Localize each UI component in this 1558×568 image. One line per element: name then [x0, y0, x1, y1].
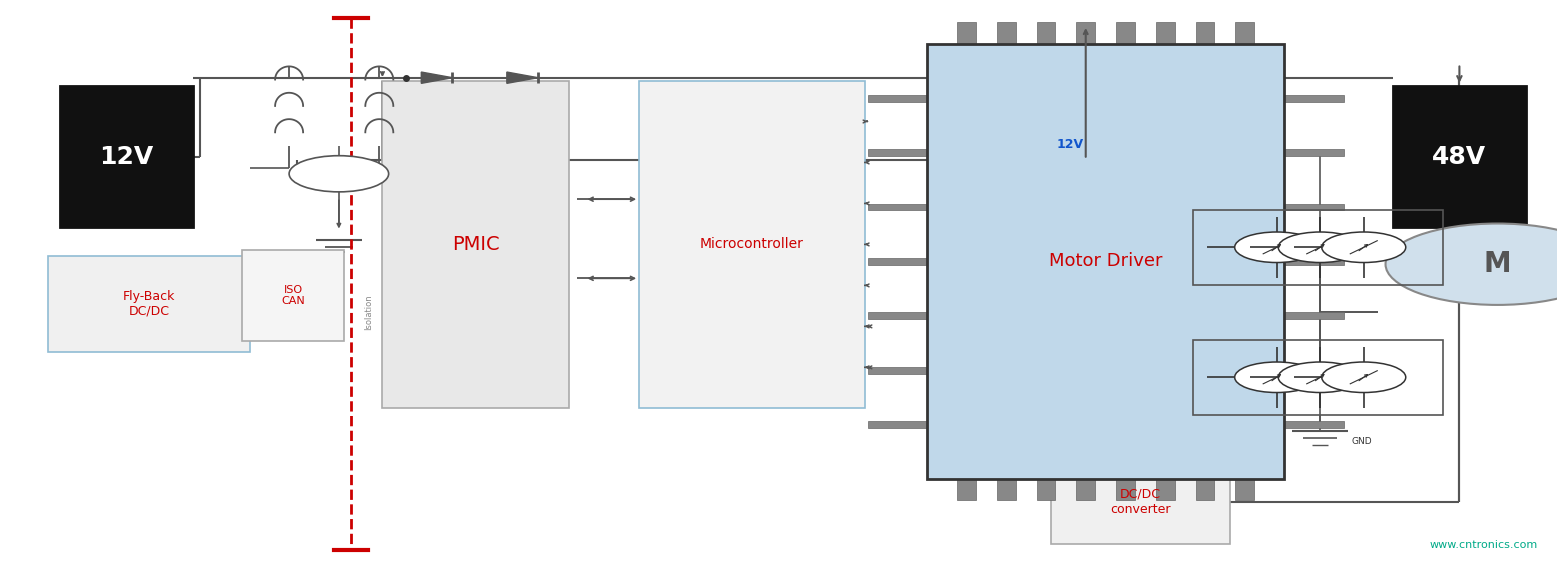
FancyBboxPatch shape: [1036, 22, 1055, 44]
Text: 12V: 12V: [100, 145, 154, 169]
Text: M: M: [1483, 250, 1511, 278]
FancyBboxPatch shape: [1077, 479, 1095, 500]
FancyBboxPatch shape: [957, 22, 975, 44]
FancyBboxPatch shape: [1284, 367, 1343, 374]
Text: GND: GND: [1351, 437, 1373, 446]
Text: 12V: 12V: [1056, 138, 1084, 151]
FancyBboxPatch shape: [1284, 95, 1343, 102]
Circle shape: [1278, 232, 1362, 262]
FancyBboxPatch shape: [243, 250, 343, 341]
Text: www.cntronics.com: www.cntronics.com: [1430, 540, 1538, 550]
FancyBboxPatch shape: [997, 479, 1016, 500]
FancyBboxPatch shape: [639, 81, 865, 408]
FancyBboxPatch shape: [48, 256, 251, 352]
FancyBboxPatch shape: [1036, 479, 1055, 500]
Circle shape: [1234, 232, 1318, 262]
Circle shape: [1278, 362, 1362, 392]
Text: Fly-Back
DC/DC: Fly-Back DC/DC: [123, 290, 176, 318]
FancyBboxPatch shape: [1116, 22, 1134, 44]
FancyBboxPatch shape: [1393, 86, 1525, 227]
Text: Microcontroller: Microcontroller: [700, 237, 804, 252]
Polygon shape: [421, 72, 452, 83]
FancyBboxPatch shape: [1195, 22, 1214, 44]
Text: Isolation: Isolation: [363, 294, 372, 330]
FancyBboxPatch shape: [1284, 258, 1343, 265]
Circle shape: [1234, 362, 1318, 392]
FancyBboxPatch shape: [61, 86, 193, 227]
FancyBboxPatch shape: [868, 367, 927, 374]
Circle shape: [1321, 232, 1405, 262]
FancyBboxPatch shape: [868, 312, 927, 319]
FancyBboxPatch shape: [1156, 22, 1175, 44]
FancyBboxPatch shape: [868, 421, 927, 428]
FancyBboxPatch shape: [868, 149, 927, 156]
FancyBboxPatch shape: [1284, 421, 1343, 428]
FancyBboxPatch shape: [1077, 22, 1095, 44]
FancyBboxPatch shape: [1156, 479, 1175, 500]
FancyBboxPatch shape: [1235, 479, 1254, 500]
Circle shape: [1385, 224, 1558, 305]
FancyBboxPatch shape: [868, 258, 927, 265]
Circle shape: [290, 156, 388, 192]
FancyBboxPatch shape: [957, 479, 975, 500]
FancyBboxPatch shape: [997, 22, 1016, 44]
Text: 48V: 48V: [1432, 145, 1486, 169]
Polygon shape: [506, 72, 538, 83]
Text: Motor Driver: Motor Driver: [1049, 252, 1162, 270]
FancyBboxPatch shape: [1284, 312, 1343, 319]
FancyBboxPatch shape: [1284, 149, 1343, 156]
Text: ISO
CAN: ISO CAN: [280, 285, 305, 306]
Text: DC/DC
converter: DC/DC converter: [1111, 487, 1172, 516]
FancyBboxPatch shape: [927, 44, 1284, 479]
FancyBboxPatch shape: [1284, 203, 1343, 210]
FancyBboxPatch shape: [1116, 479, 1134, 500]
Text: PMIC: PMIC: [452, 235, 500, 254]
FancyBboxPatch shape: [1195, 479, 1214, 500]
FancyBboxPatch shape: [1052, 459, 1229, 544]
FancyBboxPatch shape: [868, 203, 927, 210]
FancyBboxPatch shape: [1235, 22, 1254, 44]
Circle shape: [1321, 362, 1405, 392]
FancyBboxPatch shape: [868, 95, 927, 102]
FancyBboxPatch shape: [382, 81, 569, 408]
